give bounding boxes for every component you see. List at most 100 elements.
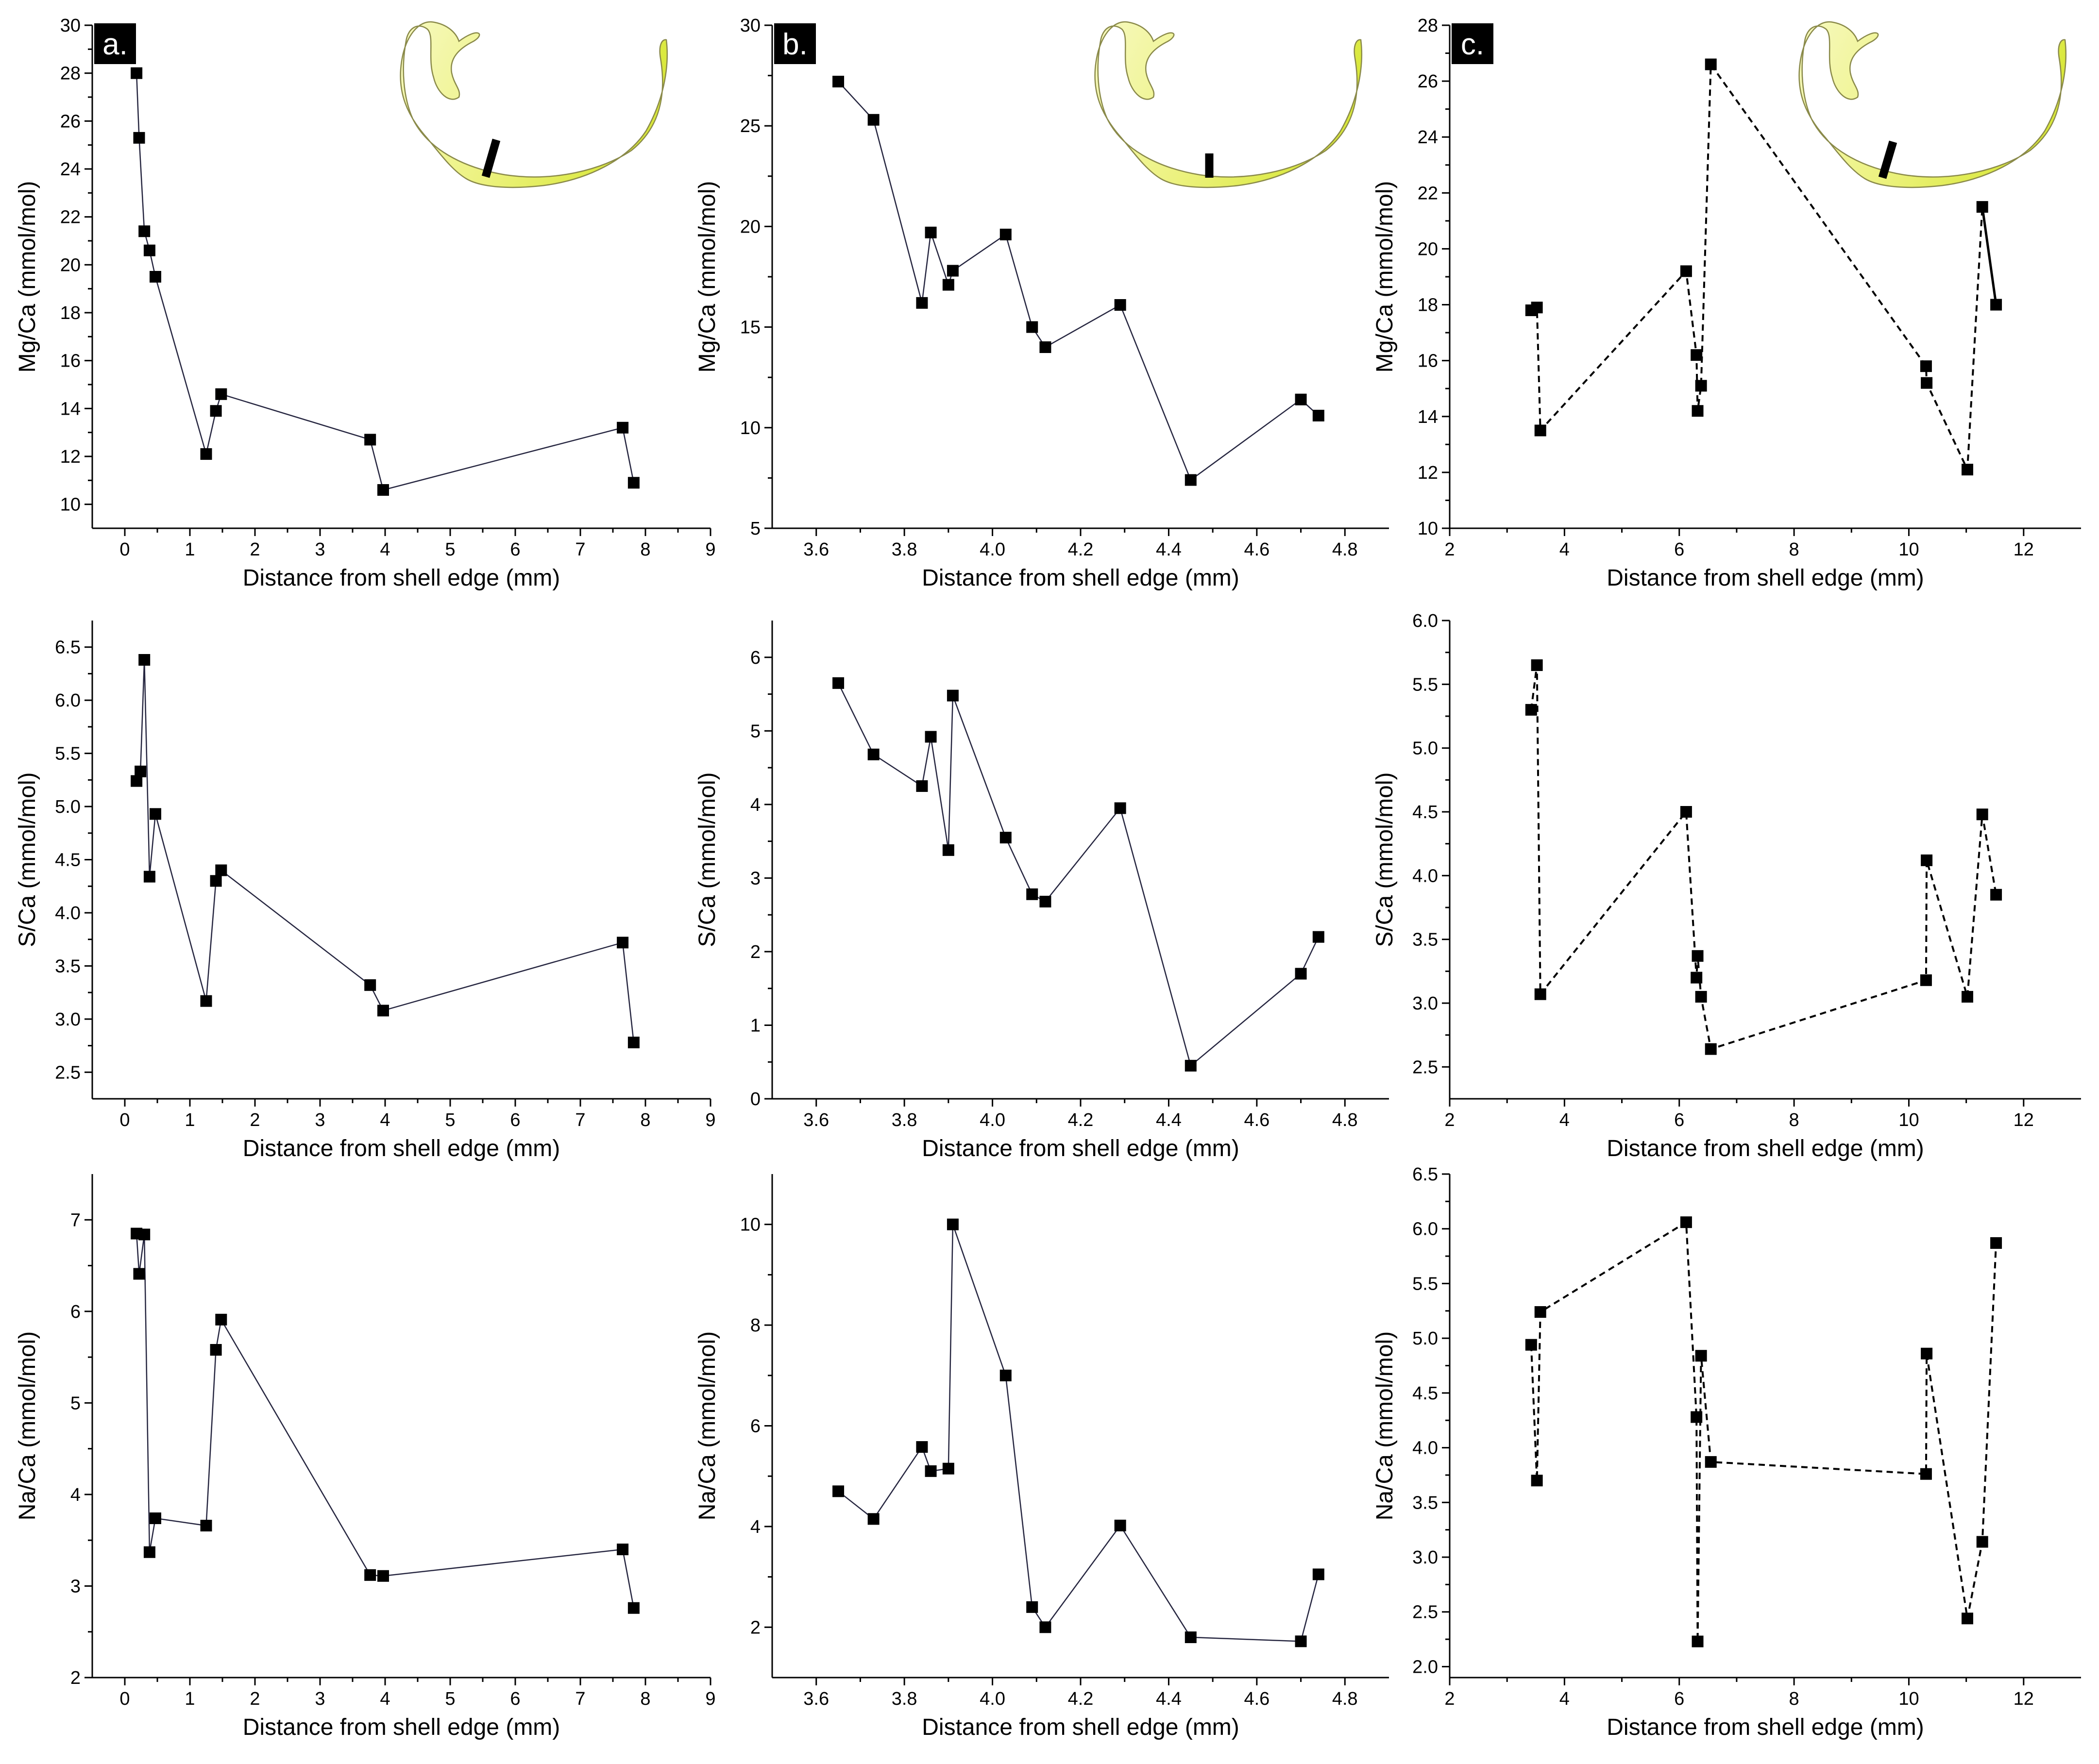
data-point	[942, 844, 954, 856]
y-tick-label: 5.0	[1412, 739, 1438, 759]
x-tick-label: 7	[575, 539, 585, 560]
data-point	[1990, 299, 2002, 311]
data-point	[1691, 1411, 1703, 1423]
x-tick-label: 4.6	[1244, 1110, 1270, 1130]
data-point	[138, 1228, 151, 1241]
data-point	[1962, 1613, 1973, 1625]
data-point	[1525, 704, 1537, 716]
data-point	[1695, 1350, 1707, 1362]
data-point	[999, 832, 1012, 844]
chart-c-na: 2 4 6 8 10 12 2.0 2.5 3.0 3.5 4.0 4.5 5.0 5.5 6.0 6.5 Di…	[1372, 1164, 2081, 1740]
data-point	[215, 388, 227, 400]
x-tick-label: 4	[1559, 1110, 1570, 1130]
data-point	[925, 226, 937, 238]
x-tick-label: 1	[185, 1110, 195, 1130]
data-point	[377, 1570, 389, 1582]
x-tick-label: 12	[2014, 1689, 2034, 1709]
y-tick-label: 4.5	[1412, 802, 1438, 823]
series-line-solid-segment	[1981, 206, 1997, 305]
series-line	[838, 81, 1319, 481]
data-point	[1921, 1347, 1933, 1360]
y-axis-title: Mg/Ca (mmol/mol)	[1372, 181, 1398, 373]
x-tick-label: 4.8	[1332, 1689, 1358, 1709]
x-tick-label: 8	[640, 1689, 650, 1709]
y-tick-label: 4.0	[1412, 866, 1438, 886]
data-point	[1114, 299, 1126, 311]
series-line	[837, 683, 1319, 1067]
chart-a-mg: 0 1 2 3 4 5 6 7 8 91012141618202224262830Distance…	[15, 16, 716, 591]
y-tick-label: 5.5	[1412, 1274, 1438, 1294]
data-point	[867, 114, 880, 126]
series-line	[135, 659, 635, 1043]
data-point	[1680, 265, 1692, 277]
shell-inset	[400, 21, 668, 188]
data-point	[947, 689, 959, 702]
x-tick-label: 2	[250, 539, 260, 560]
x-tick-label: 5	[445, 539, 455, 560]
y-tick-label: 5	[70, 1393, 81, 1413]
data-point	[925, 731, 937, 743]
y-tick-label: 3.5	[1412, 930, 1438, 950]
y-tick-label: 12	[60, 447, 81, 467]
y-tick-label: 10	[740, 1215, 761, 1235]
y-axis-title: Na/Ca (mmol/mol)	[15, 1331, 40, 1520]
shell-inset	[1094, 21, 1363, 188]
x-axis-title: Distance from shell edge (mm)	[243, 1136, 560, 1161]
data-point	[1531, 302, 1543, 314]
data-point	[149, 808, 161, 820]
y-tick-label: 28	[1418, 16, 1438, 36]
x-tick-label: 1	[185, 1689, 195, 1709]
panel-label-badge	[1452, 23, 1493, 64]
y-tick-label: 24	[1418, 127, 1438, 148]
x-tick-label: 12	[2014, 1110, 2034, 1130]
y-axis-title: Na/Ca (mmol/mol)	[1372, 1331, 1398, 1520]
data-point	[947, 265, 959, 277]
data-point	[1962, 464, 1973, 476]
x-tick-label: 9	[705, 1110, 715, 1130]
x-tick-label: 2	[1444, 1689, 1455, 1709]
data-point	[1680, 806, 1692, 818]
y-tick-label: 1	[750, 1015, 761, 1036]
x-axis-title: Distance from shell edge (mm)	[243, 565, 560, 591]
y-tick-label: 6.5	[55, 638, 81, 658]
data-point	[1185, 1059, 1197, 1072]
y-tick-label: 3	[750, 868, 761, 889]
y-tick-label: 4	[70, 1485, 81, 1505]
x-tick-label: 4.4	[1156, 1689, 1182, 1709]
data-point	[1921, 854, 1933, 866]
data-point	[1692, 405, 1704, 417]
data-point	[215, 864, 227, 876]
data-point	[617, 937, 629, 949]
y-tick-label: 6	[750, 648, 761, 668]
data-point	[832, 677, 845, 689]
y-tick-label: 6.5	[1412, 1164, 1438, 1185]
chart-b-mg: 3.6 3.8 4.0 4.2 4.4 4.6 4.8 5 10 15 20 25 30 Distance…	[694, 16, 1389, 591]
y-tick-label: 20	[740, 217, 761, 237]
y-tick-label: 4	[750, 795, 761, 815]
y-tick-label: 3.0	[1412, 993, 1438, 1014]
data-point	[1921, 377, 1933, 389]
y-tick-label: 6	[70, 1302, 81, 1322]
x-tick-label: 9	[705, 539, 715, 560]
x-tick-label: 4	[1559, 539, 1570, 560]
data-point	[149, 1512, 161, 1524]
x-tick-label: 3.8	[892, 539, 917, 560]
shell-outline	[1094, 21, 1363, 188]
x-tick-label: 5	[445, 1689, 455, 1709]
y-tick-label: 2	[750, 1617, 761, 1638]
data-point	[1114, 802, 1126, 814]
x-tick-label: 4.4	[1156, 1110, 1182, 1130]
y-tick-label: 4.5	[55, 850, 81, 871]
data-point	[1692, 950, 1704, 962]
chart-c-s: 2 4 6 8 10 12 2.5 3.0 3.5 4.0 4.5 5.0 5.5 6.0 Distance…	[1372, 611, 2081, 1161]
data-point	[200, 1520, 212, 1532]
x-tick-label: 10	[1898, 539, 1919, 560]
x-tick-label: 4.2	[1068, 1110, 1094, 1130]
x-tick-label: 4	[380, 1689, 390, 1709]
data-point	[1920, 1468, 1932, 1480]
y-tick-label: 30	[60, 16, 81, 36]
data-point	[1531, 659, 1543, 671]
data-point	[1312, 931, 1324, 943]
data-point	[1312, 1568, 1324, 1580]
x-tick-label: 4.0	[980, 1689, 1005, 1709]
